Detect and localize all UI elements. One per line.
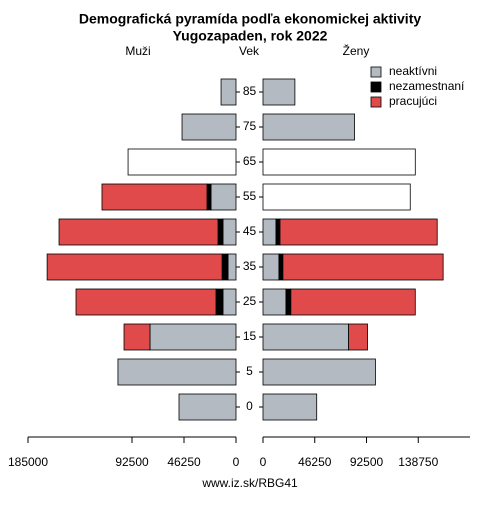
chart-title: Demografická pyramída podľa ekonomickej … [79, 11, 422, 27]
bar-women [282, 253, 444, 281]
bar-women [262, 113, 355, 141]
age-label: 85 [243, 84, 257, 98]
x-tick-label: 46250 [167, 455, 201, 469]
left-label: Muži [125, 44, 150, 58]
legend-swatch [370, 66, 382, 78]
chart-subtitle: Yugozapaden, rok 2022 [173, 28, 328, 44]
bar-women [278, 253, 284, 281]
bar-men [227, 253, 237, 281]
age-label: 15 [243, 329, 257, 343]
bar-men [58, 218, 219, 246]
bar-men [221, 253, 229, 281]
bar-women [262, 288, 287, 316]
bar-men [123, 323, 151, 351]
bar-women [262, 358, 376, 386]
legend-label: neaktívni [389, 64, 437, 78]
x-tick-label: 92500 [350, 455, 384, 469]
bar-women [348, 323, 368, 351]
age-label: 75 [243, 119, 257, 133]
bar-women [262, 148, 416, 176]
legend-swatch [370, 81, 382, 93]
age-label: 0 [246, 399, 253, 413]
bar-women [262, 218, 277, 246]
bar-men [215, 288, 224, 316]
age-label: 5 [246, 364, 253, 378]
legend-label: pracujúci [389, 94, 437, 108]
bar-men [101, 183, 208, 211]
center-label: Vek [239, 44, 260, 58]
bar-women [290, 288, 416, 316]
bar-women [262, 253, 280, 281]
bar-women [285, 288, 292, 316]
right-label: Ženy [343, 43, 370, 58]
bar-men [181, 113, 237, 141]
bar-men [75, 288, 217, 316]
bar-women [262, 183, 411, 211]
bar-men [217, 218, 224, 246]
age-label: 45 [243, 224, 257, 238]
x-tick-label: 0 [260, 455, 267, 469]
age-label: 55 [243, 189, 257, 203]
bar-men [222, 288, 237, 316]
bar-women [262, 323, 349, 351]
bar-women [275, 218, 281, 246]
bar-men [206, 183, 212, 211]
bar-men [210, 183, 237, 211]
x-tick-label: 185000 [8, 455, 48, 469]
bar-men [127, 148, 237, 176]
bar-women [262, 393, 318, 421]
legend-label: nezamestnaní [389, 79, 465, 93]
bar-men [46, 253, 223, 281]
bar-women [279, 218, 438, 246]
bar-men [222, 218, 237, 246]
bar-men [178, 393, 237, 421]
x-tick-label: 92500 [115, 455, 149, 469]
footer: www.iz.sk/RBG41 [201, 476, 298, 490]
bar-women [262, 78, 296, 106]
age-label: 25 [243, 294, 257, 308]
bar-men [149, 323, 237, 351]
age-label: 35 [243, 259, 257, 273]
bar-men [117, 358, 237, 386]
bar-men [220, 78, 237, 106]
legend-swatch [370, 96, 382, 108]
x-tick-label: 46250 [298, 455, 332, 469]
x-tick-label: 138750 [398, 455, 438, 469]
x-tick-label: 0 [233, 455, 240, 469]
age-label: 65 [243, 154, 257, 168]
